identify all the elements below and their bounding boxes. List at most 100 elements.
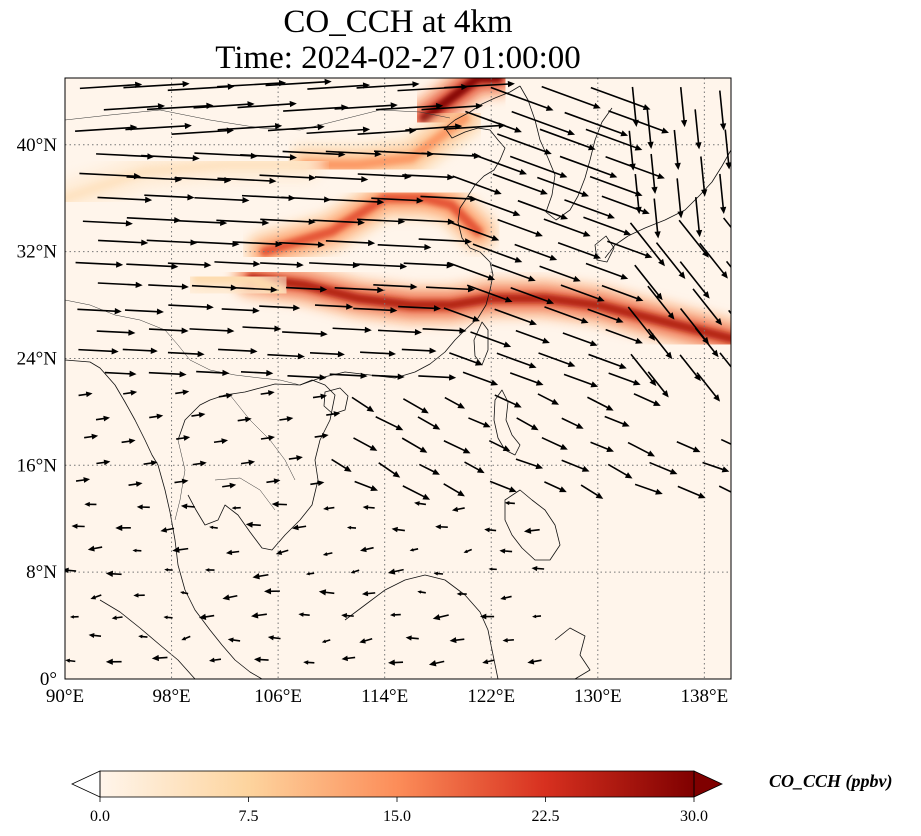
wind-arrow xyxy=(123,389,138,396)
wind-arrow xyxy=(702,461,730,473)
wind-arrow xyxy=(71,523,85,529)
coastline-japan xyxy=(604,149,731,259)
colorbar-label: CO_CCH (ppbv) xyxy=(769,771,893,792)
colorbar-tick-label: 15.0 xyxy=(383,808,411,825)
wind-arrow xyxy=(418,463,440,475)
wind-arrow xyxy=(388,659,404,666)
wind-arrow xyxy=(484,527,497,533)
wind-arrow xyxy=(278,241,325,248)
wind-arrow xyxy=(90,594,102,600)
wind-arrow xyxy=(428,660,445,667)
wind-arrow xyxy=(323,506,335,511)
wind-arrow xyxy=(559,155,618,178)
wind-arrow xyxy=(88,632,102,638)
wind-arrow xyxy=(77,308,122,315)
wind-arrow xyxy=(78,348,119,355)
wind-arrow xyxy=(373,283,418,290)
wind-arrow xyxy=(417,416,441,430)
wind-arrow xyxy=(426,286,476,293)
border-thailand-cambodia xyxy=(214,477,276,511)
wind-arrow xyxy=(456,591,467,597)
wind-arrow xyxy=(181,635,191,641)
wind-arrow xyxy=(305,572,315,576)
wind-arrow xyxy=(355,263,408,270)
wind-arrow xyxy=(325,150,382,158)
wind-arrow xyxy=(494,394,522,408)
wind-arrow xyxy=(496,352,537,369)
wind-arrow xyxy=(288,455,303,461)
coastline-borneo xyxy=(344,574,499,679)
wind-arrow xyxy=(133,593,145,598)
wind-arrow xyxy=(511,110,576,136)
wind-arrow xyxy=(739,465,761,479)
wind-arrow xyxy=(350,569,360,574)
wind-arrow xyxy=(590,441,614,452)
wind-arrow xyxy=(607,463,633,479)
wind-arrow xyxy=(692,288,723,326)
map-frame xyxy=(64,77,732,680)
wind-arrow xyxy=(629,222,665,267)
wind-arrow xyxy=(401,347,437,354)
wind-arrow xyxy=(354,480,378,491)
wind-arrow xyxy=(132,548,142,553)
wind-arrow xyxy=(346,525,357,530)
wind-arrow xyxy=(216,219,270,226)
wind-arrow xyxy=(303,660,315,665)
wind-arrow xyxy=(694,109,702,150)
wind-arrow xyxy=(221,307,260,314)
wind-arrow xyxy=(527,658,542,665)
wind-arrow xyxy=(649,461,678,475)
wind-arrow xyxy=(98,239,149,246)
wind-arrow xyxy=(537,393,560,405)
wind-arrow xyxy=(194,196,250,204)
coastline-philippines-luzon xyxy=(493,389,521,456)
wind-arrow xyxy=(298,612,310,617)
wind-arrow xyxy=(482,659,495,665)
wind-arrow xyxy=(472,243,523,263)
colorbar-tick-label: 30.0 xyxy=(680,808,708,825)
wind-arrow xyxy=(371,197,424,204)
wind-arrow xyxy=(403,262,454,269)
wind-arrow xyxy=(266,478,281,485)
lon-tick-label: 106°E xyxy=(254,686,302,707)
wind-arrow xyxy=(341,613,354,619)
wind-arrow xyxy=(421,102,483,111)
wind-arrow xyxy=(331,458,352,472)
wind-arrow xyxy=(719,173,727,214)
wind-arrow xyxy=(65,567,77,574)
wind-arrow xyxy=(217,123,283,131)
wind-arrow xyxy=(561,417,584,429)
wind-arrow xyxy=(588,353,627,369)
wind-arrow xyxy=(287,374,327,381)
wind-arrow xyxy=(84,433,99,440)
wind-arrow xyxy=(167,350,205,358)
plume-east-china-plume xyxy=(243,177,499,273)
wind-arrow xyxy=(679,87,688,128)
wind-arrow xyxy=(544,306,589,324)
wind-arrow xyxy=(515,329,550,344)
wind-arrow xyxy=(329,372,368,379)
wind-arrow xyxy=(464,461,485,474)
lon-tick-label: 122°E xyxy=(467,686,515,707)
plume-west-tibet-band xyxy=(65,143,326,220)
wind-arrow xyxy=(180,503,195,510)
wind-arrow xyxy=(402,398,429,414)
wind-arrow xyxy=(463,548,473,553)
wind-arrow xyxy=(218,347,258,355)
wind-arrow xyxy=(443,483,465,497)
wind-arrow xyxy=(443,122,506,130)
wind-arrow xyxy=(470,331,512,348)
wind-arrow xyxy=(175,389,190,396)
wind-arrow xyxy=(502,637,514,643)
wind-arrow xyxy=(334,102,398,110)
colorbar-tick-label: 22.5 xyxy=(532,808,560,825)
wind-arrow xyxy=(174,478,189,485)
wind-arrow xyxy=(138,634,148,639)
wind-arrow xyxy=(321,639,331,643)
wind-arrow xyxy=(148,327,189,334)
wind-arrow xyxy=(282,330,328,338)
wind-arrow xyxy=(391,526,405,533)
wind-arrow xyxy=(605,328,643,344)
wind-arrow xyxy=(148,283,189,290)
wind-arrow xyxy=(509,155,568,178)
